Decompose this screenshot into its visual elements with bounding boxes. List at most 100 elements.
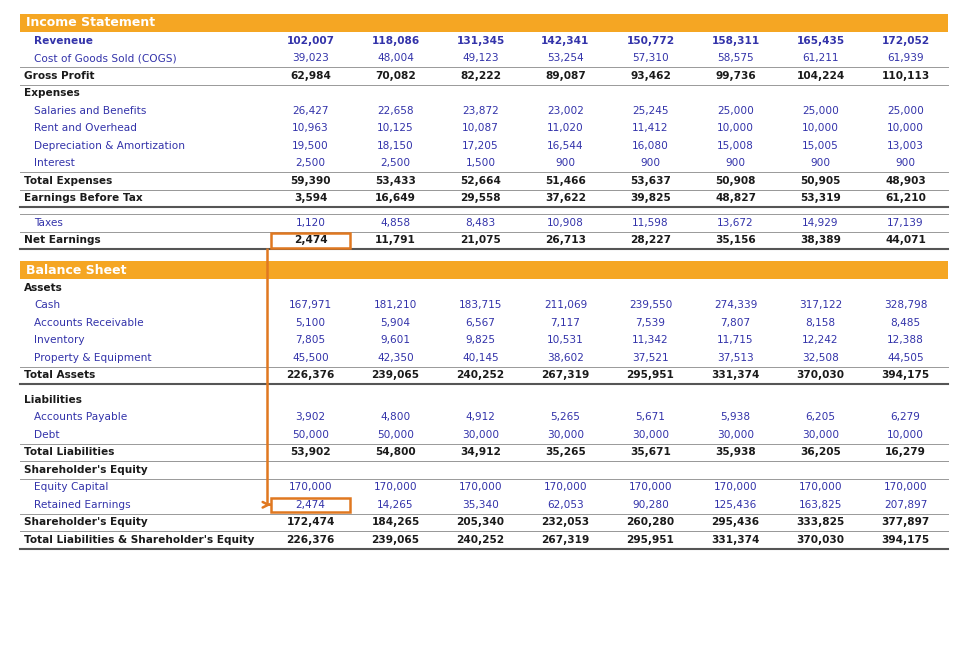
Text: 16,649: 16,649 [375,193,416,203]
Text: 53,254: 53,254 [547,53,584,63]
Text: 61,210: 61,210 [885,193,926,203]
Text: 30,000: 30,000 [717,430,754,440]
Text: 267,319: 267,319 [541,370,589,380]
Text: 26,427: 26,427 [292,106,328,116]
Text: 239,550: 239,550 [629,300,672,310]
Text: 10,000: 10,000 [802,123,839,133]
Text: 3,594: 3,594 [294,193,327,203]
Text: 61,211: 61,211 [803,53,839,63]
Text: 5,671: 5,671 [636,412,665,422]
Text: 53,902: 53,902 [290,447,331,458]
Text: 267,319: 267,319 [541,535,589,545]
Text: 274,339: 274,339 [714,300,757,310]
Text: Cash: Cash [34,300,60,310]
Text: 28,227: 28,227 [630,235,671,245]
Text: 19,500: 19,500 [292,141,329,151]
Text: 16,279: 16,279 [885,447,926,458]
Text: Retained Earnings: Retained Earnings [34,500,131,509]
Text: 2,500: 2,500 [380,158,411,168]
Text: 377,897: 377,897 [881,517,929,527]
Text: 370,030: 370,030 [797,535,845,545]
Text: 16,080: 16,080 [632,141,669,151]
Text: 110,113: 110,113 [881,71,929,80]
Text: 10,087: 10,087 [462,123,499,133]
Text: 17,139: 17,139 [887,218,924,228]
Text: 8,158: 8,158 [805,318,835,328]
Text: 10,963: 10,963 [292,123,329,133]
Text: Taxes: Taxes [34,218,62,228]
Text: 23,872: 23,872 [462,106,499,116]
Text: 35,671: 35,671 [630,447,671,458]
Text: Equity Capital: Equity Capital [34,482,108,492]
Text: 9,601: 9,601 [380,336,411,345]
Text: 50,908: 50,908 [715,176,756,186]
Text: 15,008: 15,008 [717,141,754,151]
Text: Balance Sheet: Balance Sheet [26,263,127,276]
Text: 61,939: 61,939 [887,53,924,63]
Text: 183,715: 183,715 [459,300,502,310]
Text: 10,531: 10,531 [547,336,584,345]
Text: 7,805: 7,805 [296,336,325,345]
Text: 16,544: 16,544 [547,141,584,151]
Text: 26,713: 26,713 [545,235,586,245]
Text: 10,125: 10,125 [377,123,414,133]
Text: 10,000: 10,000 [887,123,924,133]
Text: 102,007: 102,007 [286,36,334,45]
Text: 211,069: 211,069 [544,300,588,310]
Text: 44,071: 44,071 [885,235,926,245]
Text: Earnings Before Tax: Earnings Before Tax [24,193,143,203]
Text: 900: 900 [640,158,660,168]
Text: 11,342: 11,342 [633,336,669,345]
Text: Net Earnings: Net Earnings [24,235,101,245]
Text: 42,350: 42,350 [377,353,414,363]
Text: 170,000: 170,000 [543,482,588,492]
Text: 11,791: 11,791 [375,235,416,245]
Text: 172,474: 172,474 [286,517,335,527]
Text: Cost of Goods Sold (COGS): Cost of Goods Sold (COGS) [34,53,177,63]
Text: 226,376: 226,376 [286,535,335,545]
Text: 9,825: 9,825 [466,336,495,345]
Text: 2,474: 2,474 [294,235,327,245]
Text: 170,000: 170,000 [713,482,757,492]
Text: 14,265: 14,265 [377,500,414,509]
Text: 30,000: 30,000 [547,430,584,440]
Text: 240,252: 240,252 [456,370,505,380]
Bar [20,261,948,279]
Text: 11,020: 11,020 [547,123,584,133]
Text: 82,222: 82,222 [460,71,501,80]
Text: 170,000: 170,000 [799,482,842,492]
Text: 170,000: 170,000 [884,482,927,492]
Text: 11,598: 11,598 [633,218,669,228]
Text: 7,807: 7,807 [720,318,751,328]
Text: 35,340: 35,340 [462,500,499,509]
Text: 7,539: 7,539 [636,318,665,328]
Text: 25,000: 25,000 [887,106,924,116]
Text: 45,500: 45,500 [292,353,329,363]
Text: 295,951: 295,951 [627,535,675,545]
Text: 131,345: 131,345 [456,36,505,45]
Text: Interest: Interest [34,158,75,168]
Text: 6,279: 6,279 [891,412,921,422]
Text: Total Liabilities & Shareholder's Equity: Total Liabilities & Shareholder's Equity [24,535,254,545]
Text: 5,938: 5,938 [720,412,751,422]
Text: 331,374: 331,374 [711,370,759,380]
Text: 30,000: 30,000 [632,430,669,440]
Text: Total Expenses: Total Expenses [24,176,112,186]
Text: Accounts Receivable: Accounts Receivable [34,318,144,328]
Text: Shareholder's Equity: Shareholder's Equity [24,517,148,527]
Text: 170,000: 170,000 [289,482,332,492]
Text: Income Statement: Income Statement [26,16,156,29]
Text: 5,100: 5,100 [296,318,325,328]
Text: 900: 900 [556,158,576,168]
Text: 53,433: 53,433 [375,176,416,186]
Text: 29,558: 29,558 [460,193,501,203]
Text: 12,242: 12,242 [803,336,839,345]
Text: Debt: Debt [34,430,60,440]
Text: 59,390: 59,390 [290,176,331,186]
Text: 10,000: 10,000 [717,123,754,133]
Text: Gross Profit: Gross Profit [24,71,94,80]
Text: 4,800: 4,800 [380,412,411,422]
Text: 4,912: 4,912 [466,412,495,422]
Text: 39,825: 39,825 [630,193,671,203]
Text: 167,971: 167,971 [289,300,332,310]
